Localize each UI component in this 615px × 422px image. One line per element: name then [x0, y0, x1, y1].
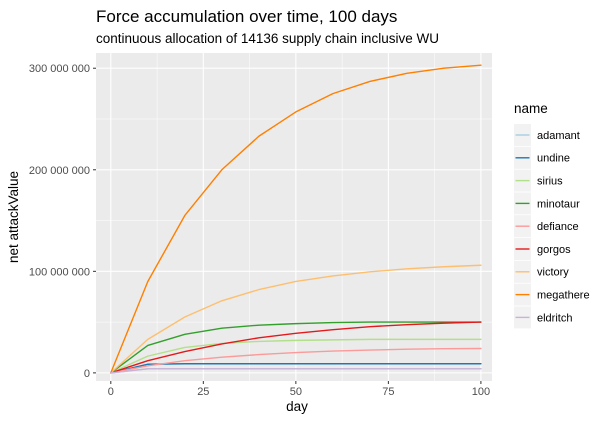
series-line-megathere: [110, 64, 482, 374]
legend-label-gorgos: gorgos: [537, 244, 571, 256]
x-axis-title: day: [286, 399, 308, 414]
y-tick-label: 0: [84, 368, 90, 380]
x-tick-label: 0: [108, 386, 114, 398]
tick-labels: 0 25 50 75 100 0 100 000 000 200 000 000 300 000…: [29, 63, 490, 398]
legend-label-victory: victory: [537, 267, 569, 279]
legend-label-undine: undine: [537, 153, 570, 165]
series-line-minotaur: [110, 321, 482, 374]
chart-title: Force accumulation over time, 100 days: [96, 7, 397, 26]
x-tick-label: 50: [290, 386, 302, 398]
x-tick-label: 25: [197, 386, 209, 398]
series-line-defiance: [110, 347, 482, 374]
y-tick-label: 200 000 000: [29, 165, 90, 177]
plot-panel: [96, 53, 492, 381]
legend-label-minotaur: minotaur: [537, 198, 580, 210]
legend-label-sirius: sirius: [537, 176, 563, 188]
y-tick-label: 100 000 000: [29, 266, 90, 278]
series-line-sirius: [110, 338, 482, 374]
x-tick-label: 100: [472, 386, 490, 398]
legend-title: name: [514, 101, 548, 116]
legend: adamant undine sirius minotaur defiance gorgo…: [514, 124, 590, 329]
series-line-undine: [110, 363, 482, 374]
legend-label-defiance: defiance: [537, 221, 579, 233]
series-line-eldritch: [110, 368, 482, 374]
y-tick-label: 300 000 000: [29, 63, 90, 75]
minor-gridlines: [96, 53, 492, 381]
series-lines: [110, 64, 482, 374]
series-line-victory: [110, 264, 482, 374]
chart-subtitle: continuous allocation of 14136 supply ch…: [96, 31, 439, 46]
y-axis-title: net attackValue: [6, 171, 21, 263]
legend-label-eldritch: eldritch: [537, 312, 572, 324]
legend-label-megathere: megathere: [537, 290, 590, 302]
axis-ticks: [93, 67, 482, 384]
legend-label-adamant: adamant: [537, 130, 580, 142]
major-gridlines: [96, 53, 492, 381]
x-tick-label: 75: [382, 386, 394, 398]
series-line-gorgos: [110, 321, 482, 374]
